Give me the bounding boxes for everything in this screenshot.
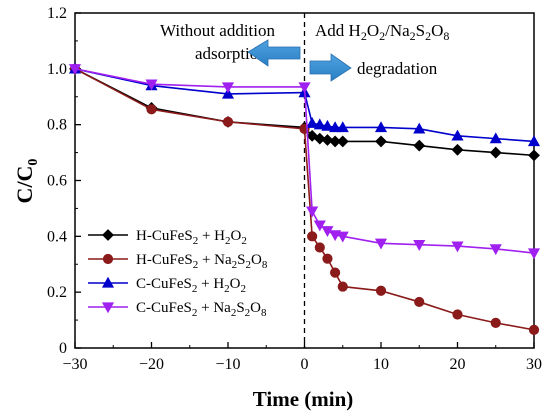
series-3 — [68, 62, 541, 147]
data-point — [375, 285, 387, 296]
y-tick-label: 0.2 — [47, 284, 67, 301]
legend-entry: C-CuFeS2 + Na2S2O8 — [88, 300, 267, 319]
data-point — [313, 132, 326, 145]
data-point — [528, 149, 540, 162]
data-point — [413, 122, 426, 134]
legend-label: H-CuFeS2 + Na2S2O8 — [136, 252, 268, 271]
data-point — [145, 79, 158, 91]
y-tick-label: 0.6 — [47, 173, 67, 190]
y-tick-label: 0 — [59, 340, 67, 357]
series-layer — [68, 62, 541, 335]
data-point — [314, 242, 325, 253]
x-tick-label: 30 — [526, 356, 542, 373]
data-point — [330, 267, 341, 278]
data-point — [329, 121, 342, 133]
data-point — [306, 206, 319, 218]
data-point — [414, 296, 425, 308]
legend-entry: C-CuFeS2 + H2O2 — [88, 276, 246, 295]
legend-label: H-CuFeS2 + H2O2 — [136, 228, 247, 247]
data-point — [307, 231, 318, 242]
x-axis-title: Time (min) — [253, 387, 354, 411]
legend-marker — [102, 253, 114, 265]
data-point — [146, 104, 157, 115]
data-point — [413, 240, 426, 251]
data-point — [374, 121, 388, 133]
series-line — [74, 68, 535, 331]
x-axis-ticks: −30 −20 −10 0 10 20 30 — [62, 342, 542, 373]
data-point — [451, 129, 464, 141]
data-point — [451, 241, 464, 253]
x-tick-label: −10 — [215, 356, 240, 373]
legend: H-CuFeS2 + H2O2 H-CuFeS2 + Na2S2O8 C-CuFeS… — [88, 228, 268, 319]
y-tick-label: 0.4 — [47, 228, 67, 245]
data-point — [306, 117, 319, 128]
y-tick-label: 0.8 — [47, 117, 67, 134]
data-point — [374, 238, 388, 250]
x-tick-label: 10 — [373, 356, 389, 373]
data-point — [528, 324, 540, 335]
legend-marker — [102, 229, 114, 241]
plot-area — [74, 12, 535, 349]
data-point — [321, 134, 334, 146]
annotation-right-line1: Add H2O2/Na2S2O8 — [315, 21, 449, 43]
x-tick-label: 20 — [450, 356, 466, 373]
data-point — [321, 119, 334, 131]
data-point — [313, 220, 326, 232]
y-tick-label: 1.0 — [47, 61, 67, 78]
legend-marker — [101, 276, 115, 288]
data-point — [221, 82, 235, 94]
legend-entry: H-CuFeS2 + H2O2 — [88, 228, 247, 247]
legend-label: C-CuFeS2 + Na2S2O8 — [136, 300, 267, 319]
data-point — [490, 317, 501, 328]
data-point — [489, 244, 502, 256]
y-axis-title: C/C0 — [12, 159, 41, 204]
right-arrow-icon — [309, 53, 352, 82]
x-tick-label: 0 — [301, 356, 309, 373]
data-point — [329, 135, 342, 148]
data-point — [336, 121, 349, 133]
legend-entry: H-CuFeS2 + Na2S2O8 — [88, 252, 268, 271]
data-point — [337, 281, 348, 292]
data-point — [452, 309, 463, 320]
x-tick-label: −20 — [139, 356, 164, 373]
data-point — [222, 116, 234, 127]
series-4 — [68, 64, 541, 260]
data-point — [221, 87, 235, 99]
data-point — [451, 143, 464, 156]
data-point — [489, 132, 502, 144]
data-point — [68, 64, 82, 76]
data-point — [527, 248, 541, 260]
annotation-left-line2: adsorption — [195, 44, 267, 63]
data-point — [375, 135, 387, 148]
data-point — [413, 139, 426, 152]
left-arrow-icon — [247, 39, 301, 67]
y-tick-label: 1.2 — [47, 5, 67, 22]
data-point — [489, 146, 502, 159]
legend-label: C-CuFeS2 + H2O2 — [136, 276, 246, 295]
data-point — [298, 82, 311, 94]
data-point — [322, 253, 333, 264]
annotation-left-line1: Without addition — [160, 21, 275, 40]
y-axis-ticks: 0 0.2 0.4 0.6 0.8 1.0 1.2 — [47, 5, 81, 357]
x-tick-label: −30 — [62, 356, 87, 373]
svg-text:C/C0: C/C0 — [12, 159, 41, 204]
data-point — [336, 231, 349, 243]
annotation-right-line2: degradation — [357, 59, 438, 78]
data-point — [336, 135, 349, 148]
data-point — [527, 135, 541, 147]
data-point — [313, 118, 326, 130]
legend-marker — [101, 302, 115, 314]
